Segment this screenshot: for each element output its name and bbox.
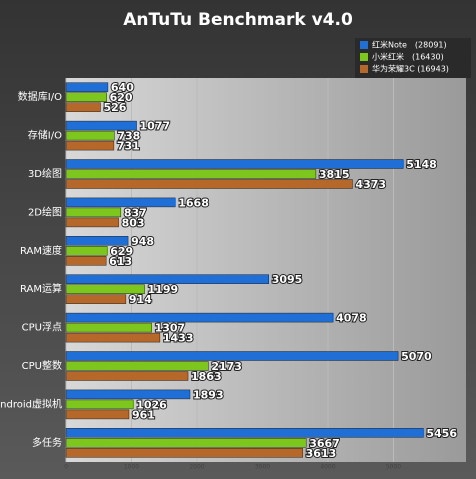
bar	[65, 322, 152, 333]
value-label: 1077	[140, 120, 171, 133]
value-label: 948	[131, 235, 154, 248]
bar	[65, 312, 334, 323]
value-label: 3095	[272, 273, 303, 286]
bar	[65, 409, 130, 420]
legend-label: 红米Note (28091)	[372, 40, 447, 50]
legend-label: 华为荣耀3C (16943)	[372, 64, 449, 74]
bar	[65, 92, 107, 102]
value-label: 1026	[136, 398, 167, 411]
bar	[65, 389, 191, 400]
value-label: 2173	[211, 360, 242, 373]
value-label: 837	[124, 206, 147, 219]
value-label: 5456	[426, 427, 457, 440]
y-tick-label: 2D绘图	[28, 205, 62, 218]
value-label: 5070	[401, 350, 432, 363]
bar	[65, 351, 399, 361]
bar	[65, 371, 189, 381]
x-tick-label: 2000	[189, 464, 204, 471]
y-tick-label: 多任务	[32, 436, 62, 449]
bar	[65, 82, 109, 92]
value-label: 1307	[155, 322, 186, 335]
bar	[65, 332, 161, 343]
x-tick-label: 0	[64, 464, 68, 471]
bar	[65, 361, 209, 371]
value-label: 613	[109, 255, 132, 268]
bar	[65, 207, 122, 218]
value-label: 961	[132, 408, 155, 421]
bar	[65, 294, 127, 304]
value-label: 640	[111, 81, 134, 94]
bar	[65, 256, 107, 266]
y-tick-label: CPU浮点	[22, 322, 62, 334]
bar	[65, 179, 353, 189]
bar	[65, 438, 307, 448]
value-label: 620	[110, 91, 133, 104]
value-label: 803	[122, 216, 145, 229]
bar	[65, 428, 424, 438]
value-label: 4373	[355, 178, 386, 191]
value-label: 914	[129, 293, 152, 306]
bar	[65, 246, 108, 256]
legend-box	[355, 38, 471, 78]
x-tick-label: 3000	[255, 464, 270, 471]
bar	[65, 236, 129, 246]
y-tick-label: CPU整数	[22, 359, 62, 372]
value-label: 1893	[193, 388, 224, 401]
y-tick-label: RAM运算	[20, 282, 62, 295]
bar	[65, 274, 269, 284]
x-tick-label: 5000	[386, 464, 401, 471]
value-label: 1668	[178, 196, 209, 209]
value-label: 731	[117, 140, 140, 153]
y-tick-label: RAM速度	[20, 244, 62, 257]
bar	[65, 448, 303, 458]
y-tick-label: Android虚拟机	[0, 397, 62, 410]
bar	[65, 284, 145, 294]
value-label: 3815	[319, 168, 350, 181]
legend-swatch	[360, 53, 368, 61]
chart-title: AnTuTu Benchmark v4.0	[123, 10, 353, 30]
x-tick-label: 4000	[320, 464, 335, 471]
value-label: 4078	[336, 312, 367, 325]
bar	[65, 169, 317, 179]
bar	[65, 130, 115, 141]
bar	[65, 140, 115, 151]
y-tick-label: 数据库I/O	[18, 90, 62, 103]
value-label: 3613	[306, 447, 337, 460]
bar	[65, 217, 119, 228]
y-tick-label: 3D绘图	[28, 167, 62, 180]
legend-swatch	[360, 41, 368, 49]
value-label: 1433	[163, 332, 194, 345]
x-tick-label: 1000	[124, 464, 139, 471]
bar	[65, 120, 137, 131]
legend-label: 小米红米 (16430)	[372, 52, 444, 62]
bar	[65, 159, 404, 169]
value-label: 1863	[191, 370, 222, 383]
value-label: 738	[117, 130, 140, 143]
value-label: 629	[110, 245, 133, 258]
bar	[65, 197, 176, 208]
value-label: 526	[103, 101, 126, 114]
bar	[65, 399, 134, 410]
y-tick-label: 存储I/O	[28, 129, 62, 142]
bar	[65, 102, 101, 112]
legend-swatch	[360, 65, 368, 73]
value-label: 3667	[309, 437, 340, 450]
value-label: 5148	[406, 158, 437, 171]
value-label: 1199	[148, 283, 179, 296]
